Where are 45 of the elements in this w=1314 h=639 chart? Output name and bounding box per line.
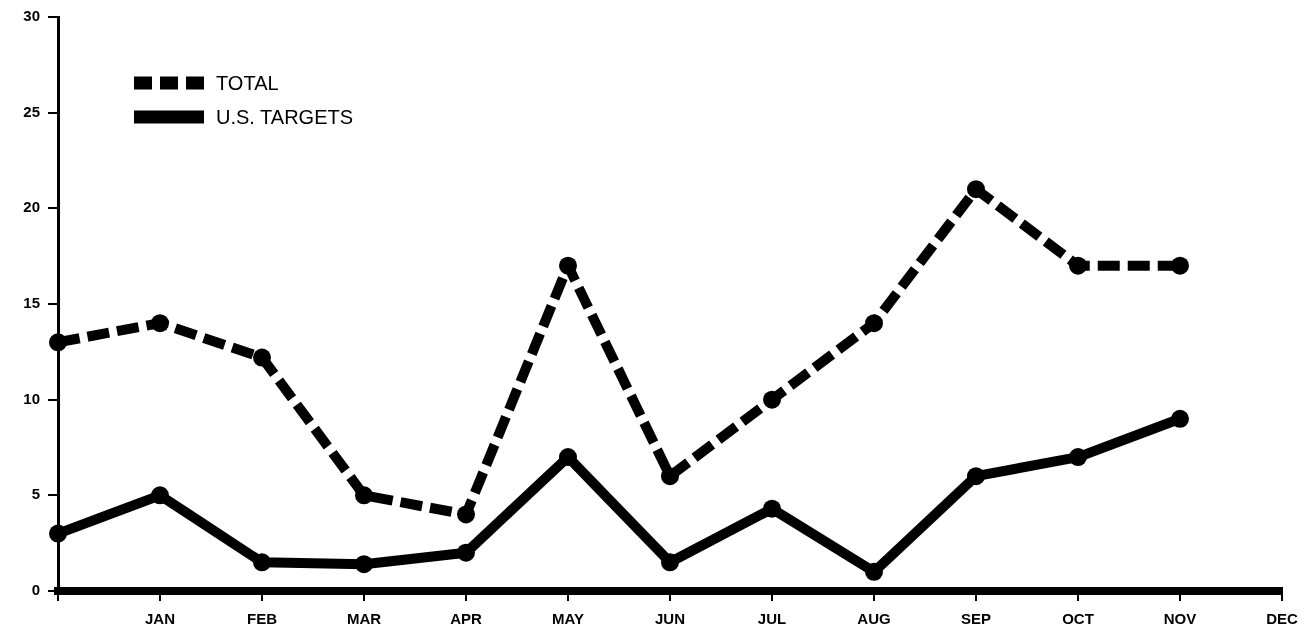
point	[151, 486, 169, 505]
y-tick-label: 0	[31, 581, 40, 599]
point	[661, 553, 679, 572]
point	[1171, 256, 1189, 275]
point	[151, 314, 169, 333]
point	[355, 555, 373, 574]
y-tick-label: 10	[23, 389, 40, 407]
y-tick-label: 15	[23, 294, 40, 312]
point	[661, 467, 679, 486]
x-tick-label: AUG	[857, 610, 891, 628]
x-tick-label: MAR	[346, 610, 382, 628]
point	[49, 524, 67, 543]
point	[253, 348, 271, 367]
point	[967, 180, 985, 199]
y-tick-label: 30	[23, 7, 40, 25]
x-tick-label: OCT	[1062, 610, 1094, 628]
point	[1171, 409, 1189, 428]
x-tick-label: JAN	[144, 610, 176, 628]
point	[865, 314, 883, 333]
point	[49, 333, 67, 352]
point	[457, 505, 475, 524]
point	[559, 256, 577, 275]
x-tick-label: JUN	[654, 610, 686, 628]
point	[1069, 448, 1087, 467]
y-tick-label: 20	[23, 198, 40, 216]
point	[253, 553, 271, 572]
point	[457, 543, 475, 562]
point	[1069, 256, 1087, 275]
point	[865, 562, 883, 581]
point	[355, 486, 373, 505]
y-tick-label: 25	[23, 102, 40, 120]
legend-label: TOTAL	[216, 71, 279, 94]
point	[763, 390, 781, 409]
y-tick-label: 5	[31, 485, 40, 503]
point	[763, 499, 781, 518]
x-tick-label: JUL	[757, 610, 787, 628]
x-tick-label: NOV	[1163, 610, 1197, 628]
x-tick-label: MAY	[552, 610, 584, 628]
x-tick-label: APR	[450, 610, 482, 628]
x-tick-label: FEB	[247, 610, 278, 628]
x-tick-label: SEP	[960, 610, 992, 628]
legend-label: U.S. TARGETS	[216, 105, 354, 128]
point	[967, 467, 985, 486]
point	[559, 448, 577, 467]
x-tick-label: DEC	[1266, 610, 1298, 628]
